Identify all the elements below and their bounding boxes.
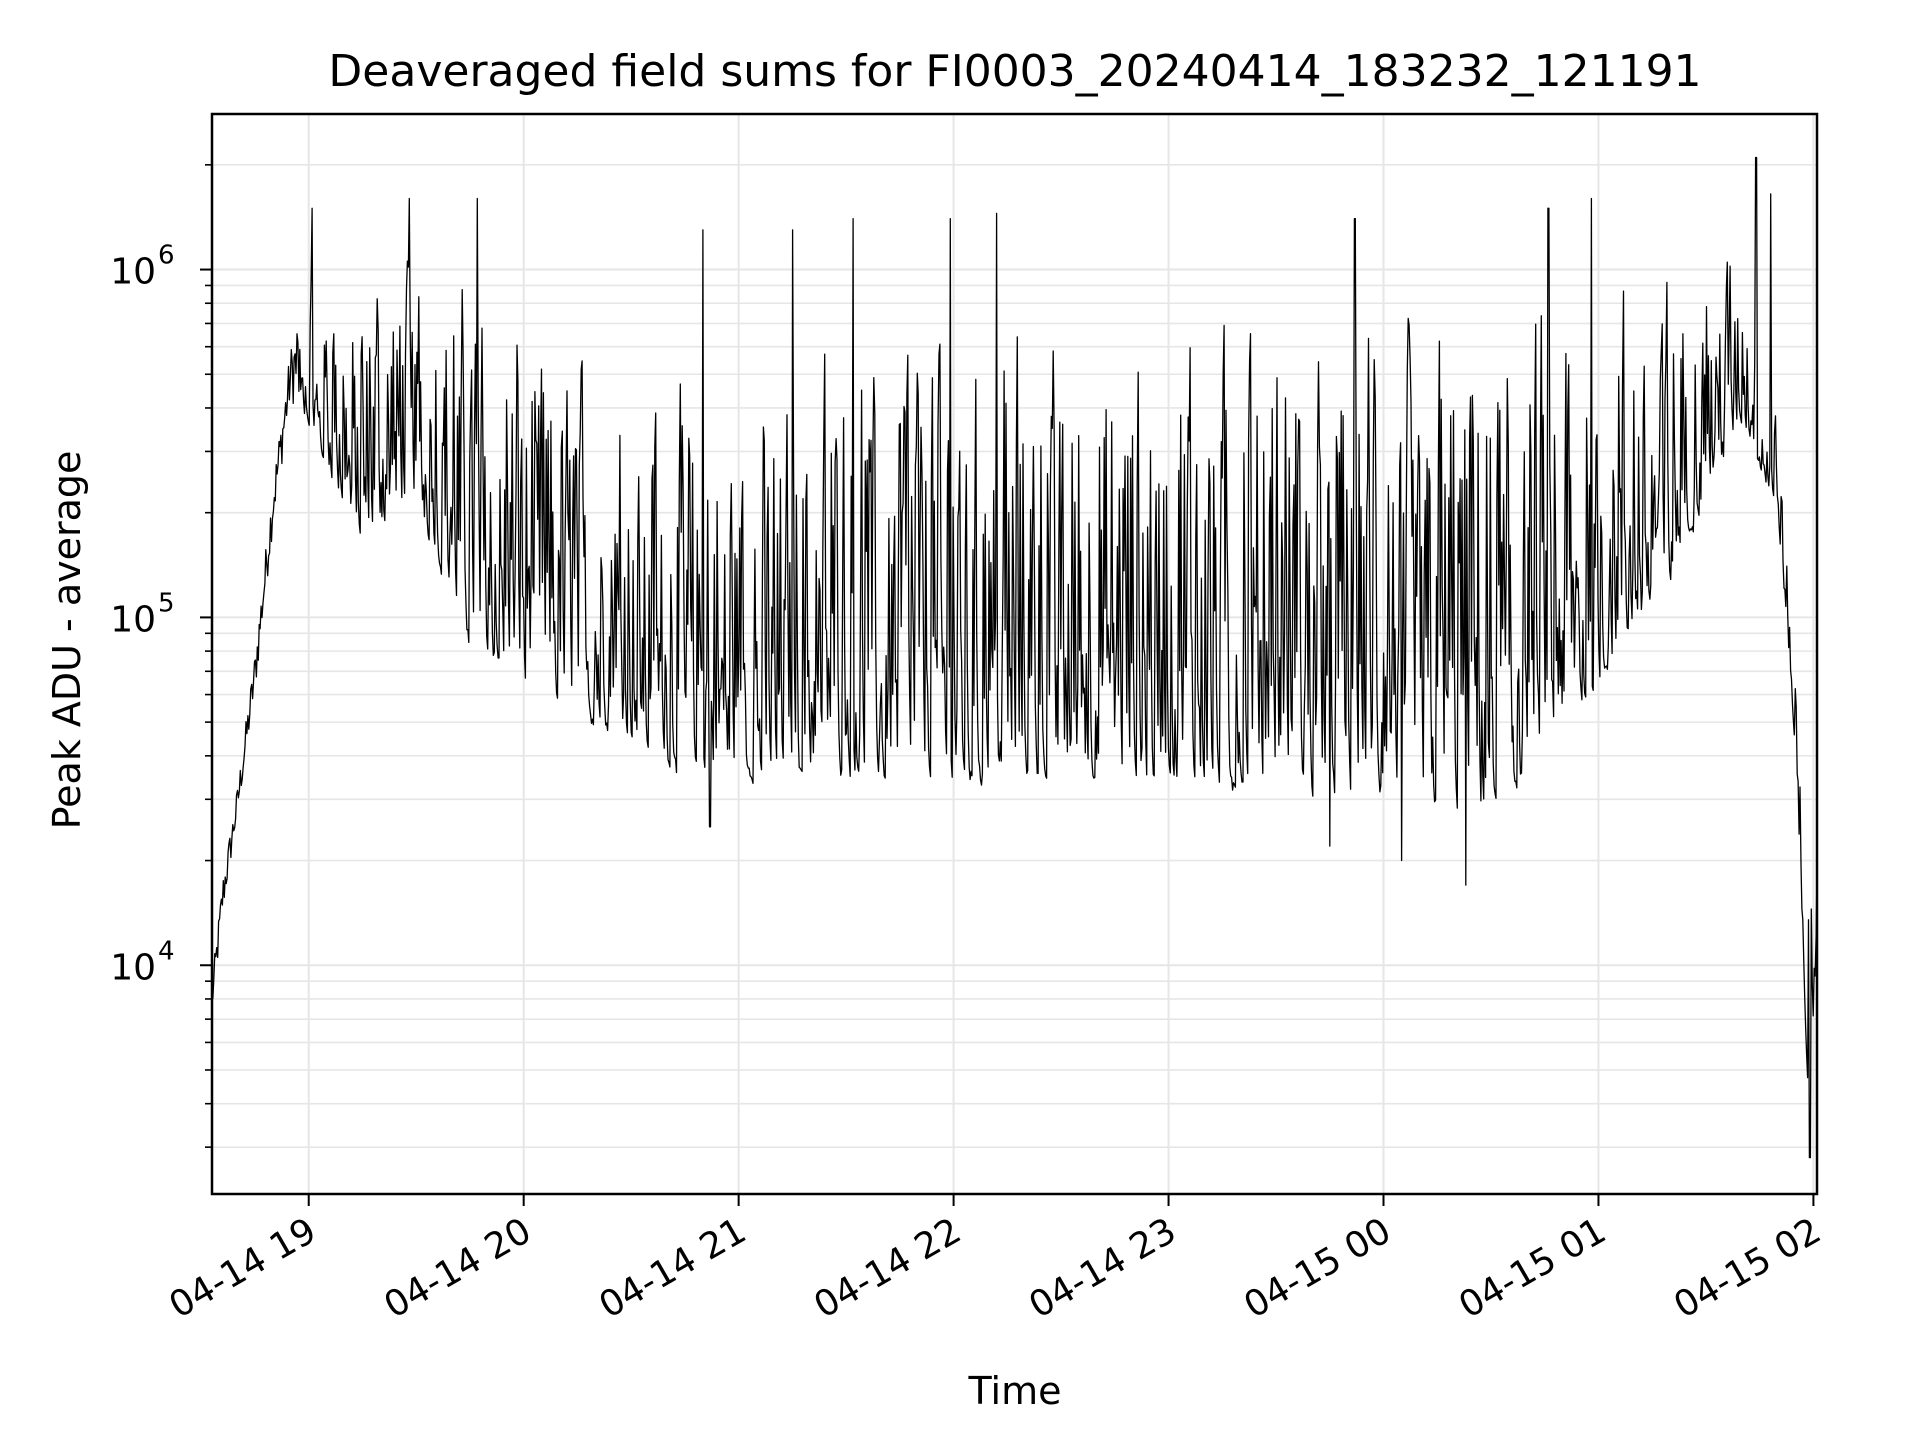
chart-title: Deaveraged field sums for FI0003_2024041…: [328, 46, 1701, 97]
y-tick-label: 10: [110, 599, 156, 640]
y-tick-exponent: 6: [158, 241, 175, 271]
y-tick-label: 10: [110, 947, 156, 988]
y-axis-label: Peak ADU - average: [45, 451, 89, 830]
y-tick-exponent: 4: [158, 936, 175, 966]
x-axis-label: Time: [968, 1369, 1062, 1413]
series-group: [211, 156, 1818, 1159]
series-line: [211, 156, 1818, 1159]
y-tick-exponent: 5: [158, 588, 175, 618]
plot-frame: [210, 112, 1819, 1196]
y-tick-label: 10: [110, 252, 156, 293]
